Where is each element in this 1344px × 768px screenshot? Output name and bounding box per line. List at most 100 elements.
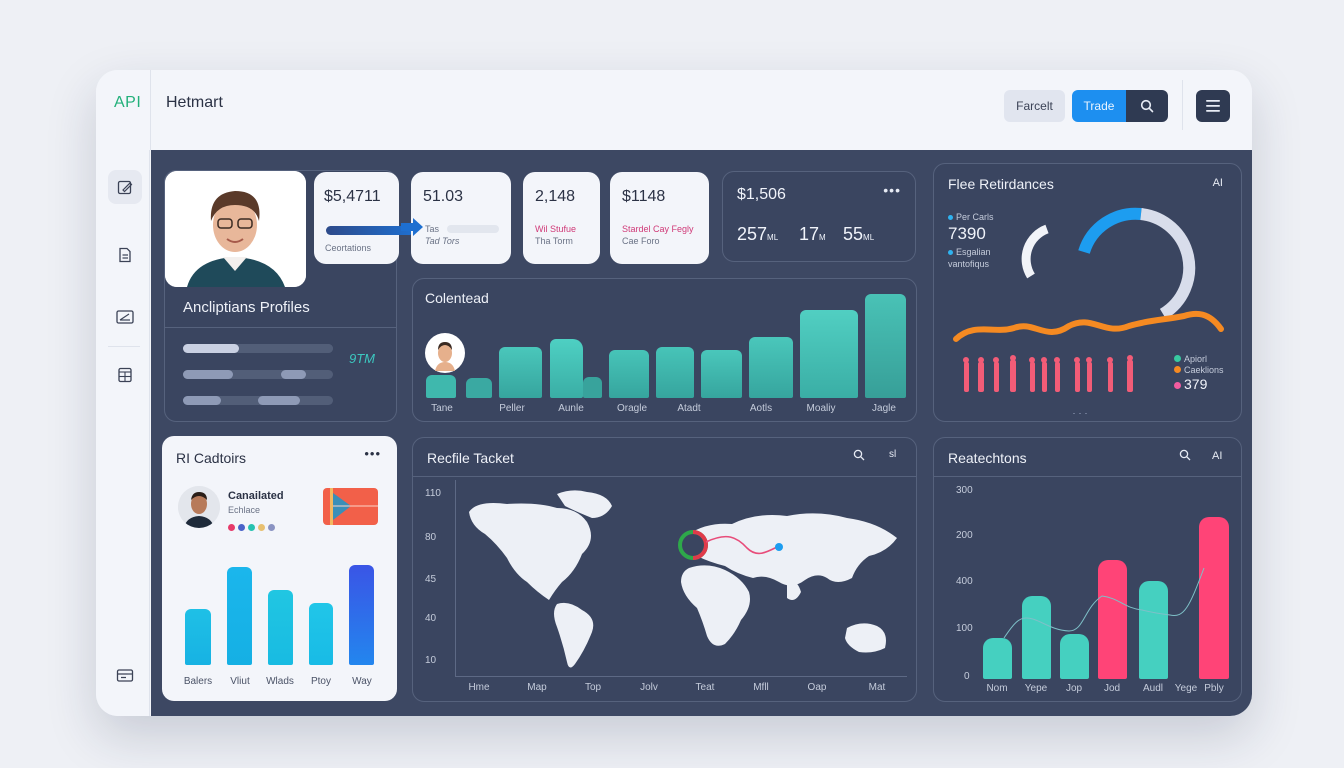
stat-card-4[interactable]: $1148 Stardel Cay Fegly Cae Foro [610, 172, 709, 264]
wallet-icon [116, 667, 134, 683]
progress-bar [183, 344, 239, 353]
stat-label: Ceortations [325, 243, 372, 253]
x-axis-label: Teat [695, 682, 715, 693]
sidebar [96, 150, 150, 716]
color-dot [258, 524, 265, 531]
ai-button[interactable]: AI [1212, 177, 1223, 189]
chart-bar[interactable] [983, 638, 1012, 679]
trade-search-group: Trade [1072, 90, 1168, 122]
reactions-search-button[interactable] [1179, 449, 1191, 461]
chart-bar[interactable] [309, 603, 333, 665]
x-axis-label: Mfll [753, 682, 769, 693]
chart-bar[interactable] [1098, 560, 1127, 679]
divider [413, 476, 916, 477]
chart-bar[interactable] [349, 565, 374, 665]
collected-card: Colentead Tane Peller Aunle Oragl [412, 278, 917, 422]
search-icon [1140, 99, 1154, 113]
sidebar-item-charts[interactable] [108, 300, 142, 334]
chart-bar[interactable] [268, 590, 293, 665]
stat-label: Wil Stufue [535, 224, 577, 234]
chart-bar[interactable] [466, 378, 492, 398]
chart-bar[interactable] [227, 567, 252, 665]
map-card-title: Recfile Tacket [427, 450, 514, 466]
legend-item: Apiorl [1174, 354, 1207, 364]
sidebar-item-wallet[interactable] [108, 658, 142, 692]
color-dot [248, 524, 255, 531]
stat-sublabel: Cae Foro [622, 236, 660, 246]
y-axis-label: 0 [964, 671, 970, 682]
color-dot [228, 524, 235, 531]
chart-bar[interactable] [426, 375, 456, 398]
x-axis-label: Top [584, 682, 602, 693]
chart-bar[interactable] [865, 294, 906, 398]
chart-bar[interactable] [583, 377, 602, 398]
menu-button[interactable] [1196, 90, 1230, 122]
retirements-chart [953, 207, 1224, 414]
x-axis-label: Ptoy [310, 676, 331, 687]
chart-bar[interactable] [749, 337, 793, 398]
progress-bar [326, 226, 414, 235]
progress-bar [183, 370, 233, 379]
y-axis-label: 400 [956, 576, 973, 587]
sidebar-item-edit[interactable] [108, 170, 142, 204]
y-axis-label: 100 [956, 623, 973, 634]
map-action-button[interactable]: sl [889, 449, 897, 460]
flag-icon [323, 488, 378, 525]
x-axis-label: Tane [431, 403, 453, 414]
chart-bar[interactable] [1199, 517, 1229, 679]
big-value: 7390 [948, 224, 986, 243]
hamburger-menu-icon [1206, 100, 1220, 112]
chart-bar[interactable] [1139, 581, 1168, 679]
more-options-button[interactable]: ••• [883, 182, 901, 198]
x-axis-label: Yepe [1024, 683, 1048, 694]
rl-card-title: RI Cadtoirs [176, 450, 247, 466]
x-axis-label: Jagle [872, 403, 896, 414]
x-axis-label: Map [527, 682, 547, 693]
app-window: API Hetmart Farcelt Trade [96, 70, 1252, 716]
summary-card: $1,506 ••• 257ML 17M 55ML [722, 171, 916, 262]
sidebar-item-calculator[interactable] [108, 358, 142, 392]
map-search-button[interactable] [853, 449, 865, 461]
legend-item: Esgalian vantofiqus [948, 247, 991, 269]
divider [108, 346, 140, 347]
chart-bar[interactable] [1022, 596, 1051, 679]
progress-track [287, 344, 333, 353]
brand-logo[interactable]: API [114, 94, 142, 111]
chart-bar[interactable] [701, 350, 742, 398]
forecast-button[interactable]: Farcelt [1004, 90, 1065, 122]
collected-bar-chart: Tane Peller Aunle Oragle Atadt Aotls Moa… [413, 279, 918, 423]
x-axis-label: Aotls [749, 403, 773, 414]
x-axis-label: Wlads [266, 676, 294, 687]
summary-metric: 257ML [737, 224, 779, 244]
ai-button[interactable]: AI [1212, 450, 1223, 462]
color-dot [268, 524, 275, 531]
more-icon: ••• [883, 182, 901, 198]
avatar [425, 333, 465, 373]
more-icon: ••• [364, 446, 381, 461]
chart-bar[interactable] [550, 339, 583, 398]
stat-card-2[interactable]: 51.03 Tas Tad Tors [411, 172, 511, 264]
chart-bar[interactable] [1060, 634, 1089, 679]
sidebar-item-documents[interactable] [108, 238, 142, 272]
map-card: Recfile Tacket sl 110 80 45 40 10 [412, 437, 917, 702]
main-content: Ancliptians Profiles 9TM $5,4711 Ceortat… [151, 150, 1252, 716]
stat-sublabel: Tha Torm [535, 236, 573, 246]
chart-bar[interactable] [609, 350, 649, 398]
y-axis-label: 300 [956, 485, 973, 496]
summary-metric: 17M [799, 224, 826, 244]
world-map[interactable] [457, 482, 907, 676]
chart-bar[interactable] [499, 347, 542, 398]
divider [1182, 80, 1183, 130]
stat-card-1[interactable]: $5,4711 Ceortations [314, 172, 414, 264]
stat-card-3[interactable]: 2,148 Wil Stufue Tha Torm [523, 172, 600, 264]
more-options-button[interactable]: ••• [364, 446, 381, 461]
stat-value: 51.03 [423, 188, 464, 205]
rl-card: RI Cadtoirs ••• Canailated Echlace Baler… [162, 436, 397, 701]
chart-bar[interactable] [800, 310, 858, 398]
reactions-bar-chart: Nom Yepe Jop Jod Audl Yege Pbly [934, 438, 1243, 703]
search-button[interactable] [1126, 90, 1168, 122]
trade-button[interactable]: Trade [1072, 90, 1126, 122]
retirements-card: Flee Retirdances AI Per Carls 7390 Esgal… [933, 163, 1242, 422]
chart-bar[interactable] [185, 609, 211, 665]
chart-bar[interactable] [656, 347, 694, 398]
